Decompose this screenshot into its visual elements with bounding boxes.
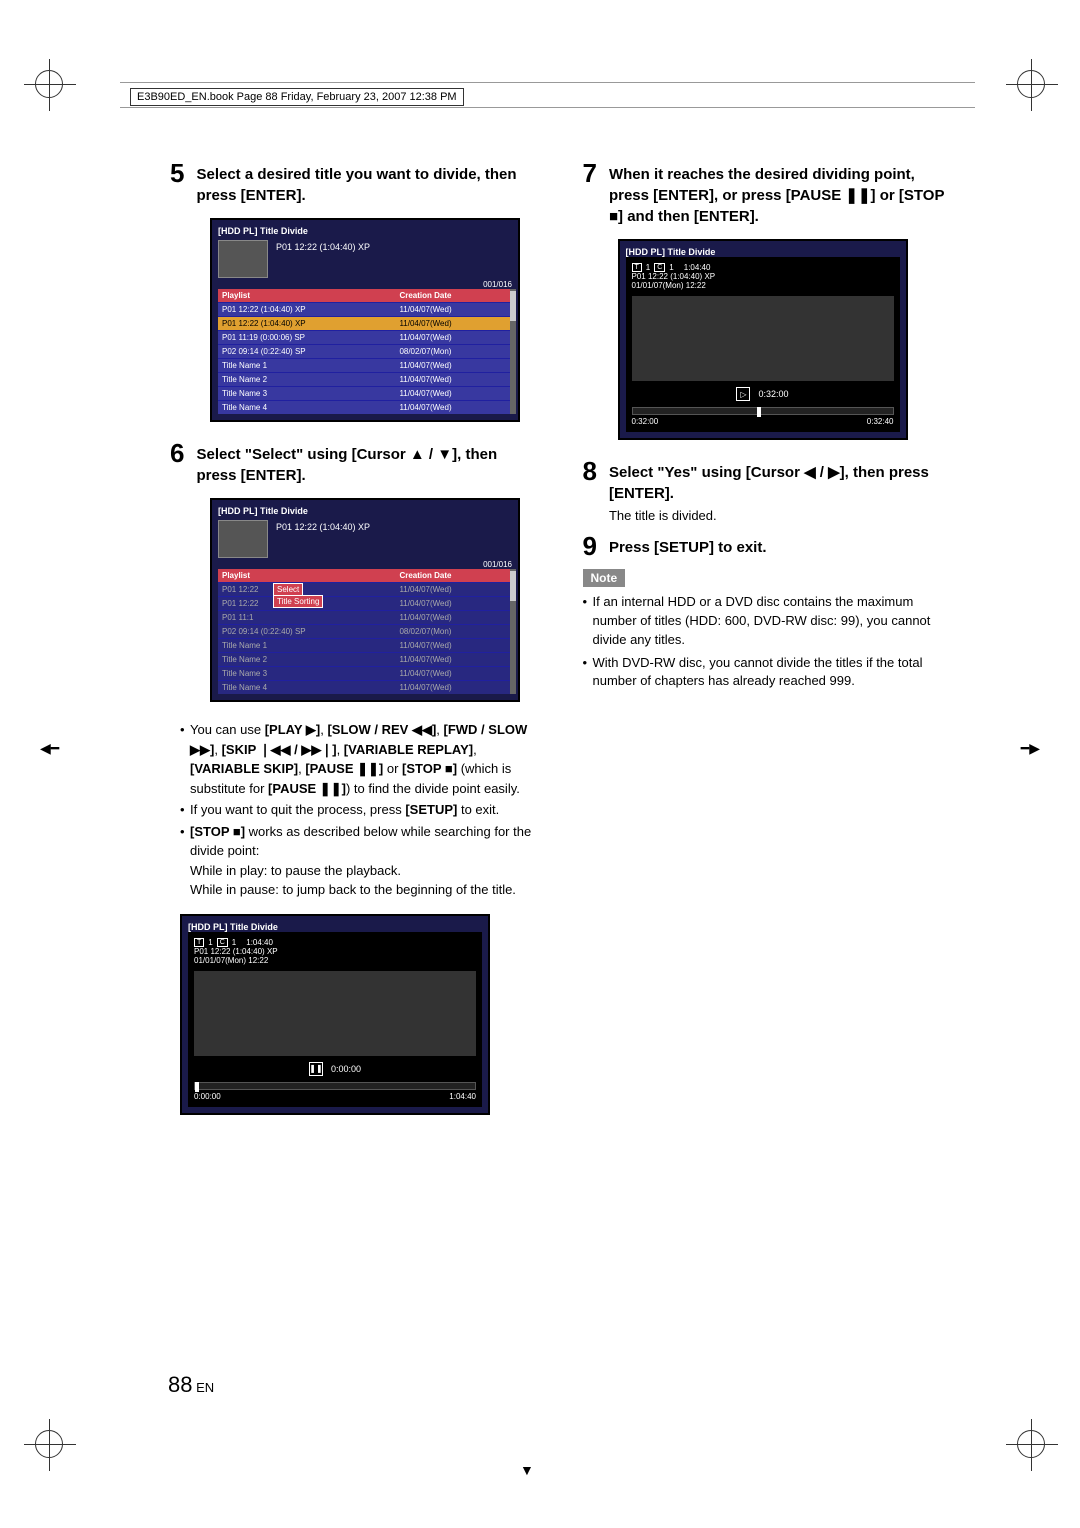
screenshot-title-list: [HDD PL] Title Divide P01 12:22 (1:04:40… [210,218,520,422]
reg-mark [1017,1430,1045,1458]
ss-info: P01 12:22 (1:04:40) XP [276,240,370,278]
left-column: 5 Select a desired title you want to div… [170,160,538,1133]
ss-title: [HDD PL] Title Divide [188,922,482,932]
playhead [757,407,761,417]
step-number: 5 [170,160,184,206]
video-date: 01/01/07(Mon) 12:22 [632,281,894,290]
screenshot-select-popup: [HDD PL] Title Divide P01 12:22 (1:04:40… [210,498,520,702]
playhead [195,1082,199,1092]
time-left: 0:00:00 [194,1092,221,1101]
step-text: Select a desired title you want to divid… [196,160,537,206]
step-subtext: The title is divided. [609,508,950,523]
scrollbar [510,569,516,694]
ss-title: [HDD PL] Title Divide [626,247,900,257]
c-badge: C [217,938,228,947]
video-area [194,971,476,1056]
col-playlist: Playlist [218,569,395,583]
playlist-table: PlaylistCreation Date P01 12:2211/04/07(… [218,569,512,694]
c-badge: C [654,263,665,272]
page-number: 88 EN [168,1372,214,1398]
play-icon: ▷ [736,387,750,401]
step-number: 6 [170,440,184,486]
step-text: Select "Yes" using [Cursor ◀ / ▶], then … [609,458,950,504]
time-right: 1:04:40 [449,1092,476,1101]
step-text: Select "Select" using [Cursor ▲ / ▼], th… [196,440,537,486]
video-date: 01/01/07(Mon) 12:22 [194,956,476,965]
time-center: 0:00:00 [331,1064,361,1074]
ss-title: [HDD PL] Title Divide [218,506,512,516]
reg-mark [35,1430,63,1458]
t-badge: T [632,263,642,272]
step-number: 8 [583,458,597,523]
bullet-item: If you want to quit the process, press [… [180,800,538,820]
screenshot-video-divide: [HDD PL] Title Divide T 1 C 1 1:04:40 P0… [618,239,908,440]
pause-icon: ❚❚ [309,1062,323,1076]
thumbnail [218,520,268,558]
step-text: When it reaches the desired dividing poi… [609,160,950,227]
bullet-list: You can use [PLAY ▶], [SLOW / REV ◀◀], [… [180,720,538,900]
time-left: 0:32:00 [632,417,659,426]
counter: 001/016 [218,560,512,569]
time-center: 0:32:00 [758,389,788,399]
video-area [632,296,894,381]
note-item: If an internal HDD or a DVD disc contain… [583,593,951,650]
book-header: E3B90ED_EN.book Page 88 Friday, February… [130,88,464,106]
header-rule [120,82,975,83]
video-info: P01 12:22 (1:04:40) XP [632,272,894,281]
bullet-item: [STOP ■] works as described below while … [180,822,538,900]
popup-title-sorting: Title Sorting [273,595,323,608]
timeline [632,407,894,415]
step-number: 9 [583,533,597,559]
col-date: Creation Date [395,569,512,583]
right-column: 7 When it reaches the desired dividing p… [583,160,951,1133]
bullet-item: You can use [PLAY ▶], [SLOW / REV ◀◀], [… [180,720,538,798]
playlist-table: PlaylistCreation Date P01 12:22 (1:04:40… [218,289,512,414]
step-5: 5 Select a desired title you want to div… [170,160,538,206]
header-rule [120,107,975,108]
ss-info: P01 12:22 (1:04:40) XP [276,520,370,558]
step-6: 6 Select "Select" using [Cursor ▲ / ▼], … [170,440,538,486]
col-playlist: Playlist [218,289,395,303]
step-7: 7 When it reaches the desired dividing p… [583,160,951,227]
video-header: T 1 C 1 1:04:40 [194,938,476,947]
video-info: P01 12:22 (1:04:40) XP [194,947,476,956]
note-item: With DVD-RW disc, you cannot divide the … [583,654,951,692]
step-text: Press [SETUP] to exit. [609,533,767,559]
timeline [194,1082,476,1090]
crop-mark: ━▶ [1021,740,1040,757]
screenshot-video-preview: [HDD PL] Title Divide T 1 C 1 1:04:40 P0… [180,914,490,1115]
crop-mark: ▼ [520,1462,534,1478]
step-8: 8 Select "Yes" using [Cursor ◀ / ▶], the… [583,458,951,523]
step-9: 9 Press [SETUP] to exit. [583,533,951,559]
note-label: Note [583,569,626,587]
thumbnail [218,240,268,278]
ss-title: [HDD PL] Title Divide [218,226,512,236]
time-right: 0:32:40 [867,417,894,426]
reg-mark [35,70,63,98]
reg-mark [1017,70,1045,98]
scrollbar [510,289,516,414]
crop-mark: ◀━ [40,740,59,757]
video-header: T 1 C 1 1:04:40 [632,263,894,272]
note-list: If an internal HDD or a DVD disc contain… [583,593,951,691]
counter: 001/016 [218,280,512,289]
t-badge: T [194,938,204,947]
step-number: 7 [583,160,597,227]
col-date: Creation Date [395,289,512,303]
